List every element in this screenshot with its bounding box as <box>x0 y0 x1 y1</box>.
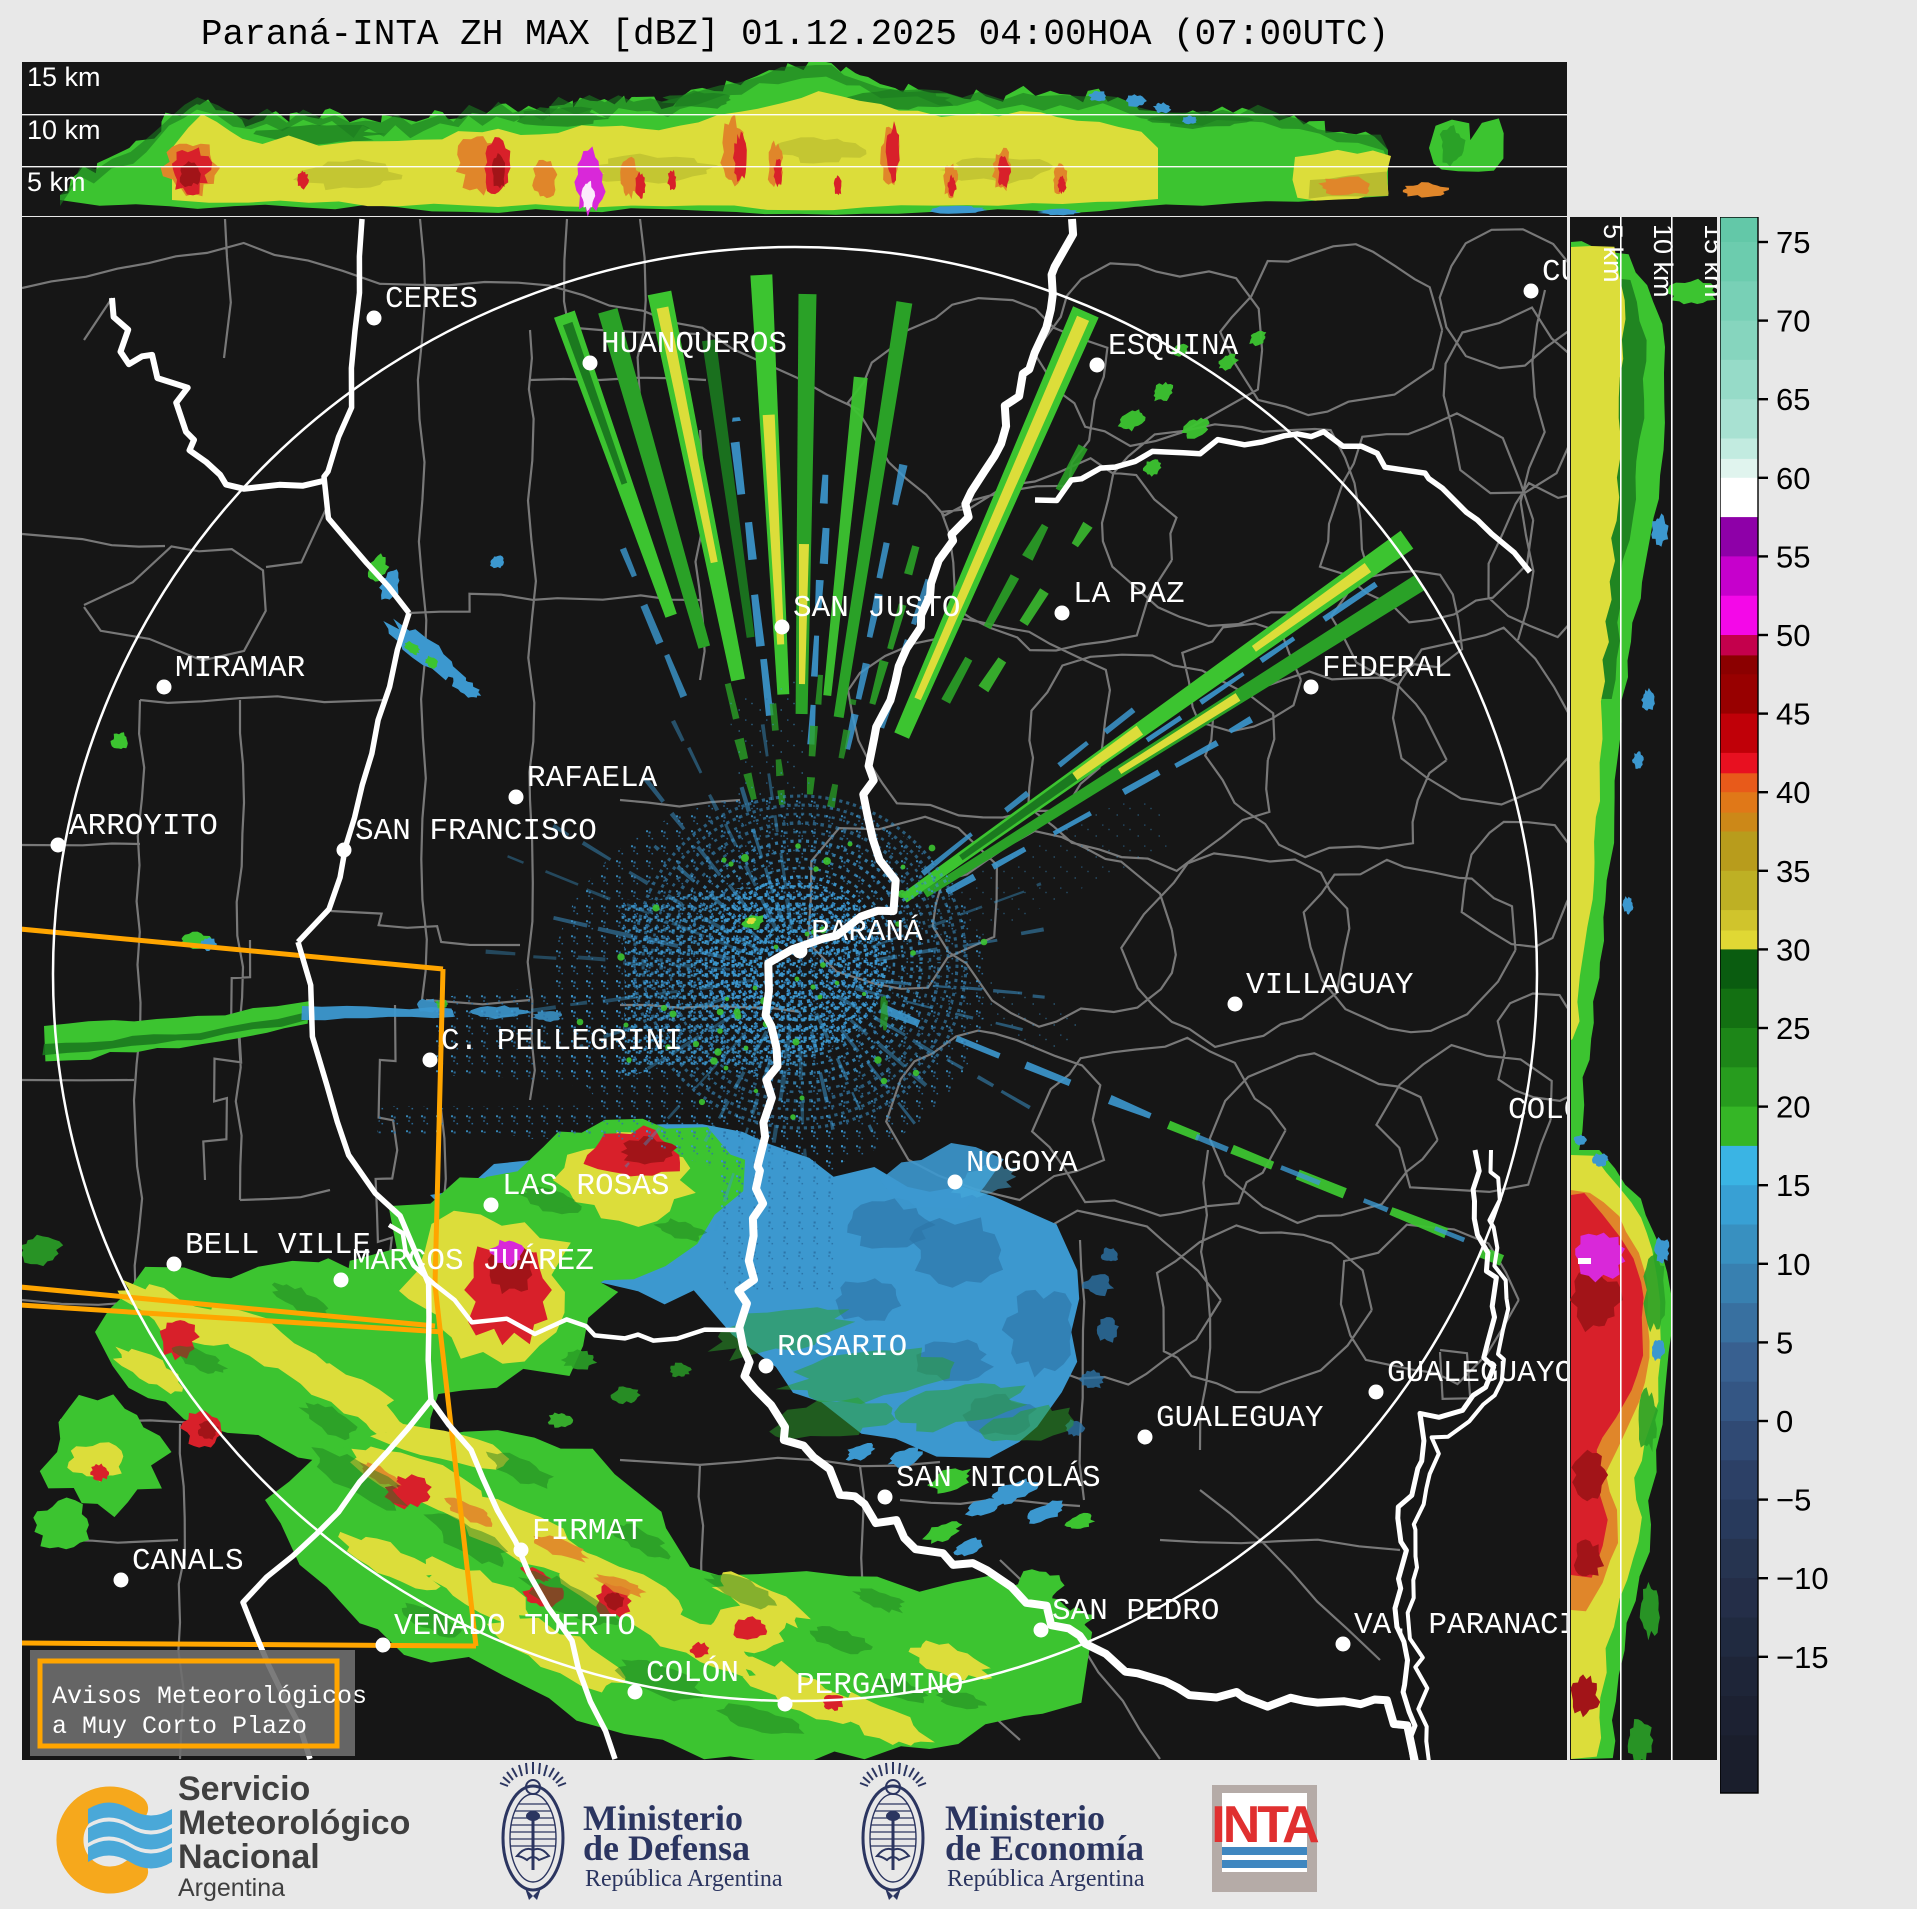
svg-text:SAN JUSTO: SAN JUSTO <box>793 591 960 626</box>
svg-text:75: 75 <box>1776 225 1810 260</box>
svg-text:COLÓN: COLÓN <box>1508 1091 1567 1128</box>
svg-text:5: 5 <box>1776 1325 1793 1360</box>
svg-text:ARROYITO: ARROYITO <box>69 809 218 844</box>
svg-text:45: 45 <box>1776 697 1810 732</box>
svg-text:70: 70 <box>1776 304 1810 339</box>
svg-text:Meteorológico: Meteorológico <box>178 1804 410 1842</box>
svg-text:35: 35 <box>1776 854 1810 889</box>
svg-text:LAS ROSAS: LAS ROSAS <box>502 1169 669 1204</box>
svg-text:GUALEGUAY: GUALEGUAY <box>1156 1401 1324 1436</box>
svg-text:Nacional: Nacional <box>178 1838 320 1876</box>
svg-text:PERGAMINO: PERGAMINO <box>796 1668 963 1703</box>
svg-text:HUANQUEROS: HUANQUEROS <box>601 327 787 362</box>
svg-text:5 km: 5 km <box>1598 224 1628 283</box>
svg-text:55: 55 <box>1776 539 1810 574</box>
svg-text:SAN FRANCISCO: SAN FRANCISCO <box>355 814 597 849</box>
svg-text:INTA: INTA <box>1211 1796 1319 1854</box>
svg-text:Ministerio: Ministerio <box>583 1798 743 1838</box>
svg-text:Argentina: Argentina <box>178 1874 285 1902</box>
svg-text:10: 10 <box>1776 1247 1810 1282</box>
svg-text:de Economía: de Economía <box>945 1828 1144 1868</box>
svg-text:COLÓN: COLÓN <box>646 1654 739 1691</box>
svg-text:CANALS: CANALS <box>132 1544 244 1579</box>
svg-text:RAFAELA: RAFAELA <box>527 761 658 796</box>
svg-text:Avisos Meteorológicos: Avisos Meteorológicos <box>52 1682 367 1711</box>
svg-text:VA. PARANACITO: VA. PARANACITO <box>1354 1608 1567 1643</box>
svg-text:PARANÁ: PARANÁ <box>811 913 923 950</box>
svg-text:SAN PEDRO: SAN PEDRO <box>1052 1594 1219 1629</box>
svg-text:25: 25 <box>1776 1011 1810 1046</box>
svg-text:15: 15 <box>1776 1168 1810 1203</box>
svg-text:20: 20 <box>1776 1090 1810 1125</box>
svg-text:60: 60 <box>1776 461 1810 496</box>
svg-text:ROSARIO: ROSARIO <box>777 1330 907 1365</box>
svg-text:MIRAMAR: MIRAMAR <box>175 651 305 686</box>
svg-text:5 km: 5 km <box>27 167 86 197</box>
svg-text:VILLAGUAY: VILLAGUAY <box>1246 968 1414 1003</box>
svg-text:FEDERAL: FEDERAL <box>1322 651 1452 686</box>
svg-text:15 km: 15 km <box>1699 224 1717 298</box>
svg-text:LA PAZ: LA PAZ <box>1073 577 1185 612</box>
svg-text:Servicio: Servicio <box>178 1770 310 1808</box>
svg-text:SAN NICOLÁS: SAN NICOLÁS <box>896 1459 1101 1496</box>
svg-text:República Argentina: República Argentina <box>585 1866 783 1892</box>
svg-text:MARCOS JUÁREZ: MARCOS JUÁREZ <box>352 1242 594 1279</box>
svg-text:CERES: CERES <box>385 282 478 317</box>
svg-text:−5: −5 <box>1776 1483 1811 1518</box>
svg-text:ESQUINA: ESQUINA <box>1108 329 1239 364</box>
svg-text:GUALEGUAYCHÚ: GUALEGUAYCHÚ <box>1387 1354 1567 1391</box>
svg-text:C. PELLEGRINI: C. PELLEGRINI <box>441 1024 683 1059</box>
svg-text:FIRMAT: FIRMAT <box>532 1514 644 1549</box>
svg-text:VENADO TUERTO: VENADO TUERTO <box>394 1609 636 1644</box>
svg-text:a Muy Corto Plazo: a Muy Corto Plazo <box>52 1712 307 1741</box>
svg-text:Ministerio: Ministerio <box>945 1798 1105 1838</box>
svg-text:50: 50 <box>1776 618 1810 653</box>
svg-text:10 km: 10 km <box>1648 224 1678 298</box>
svg-text:65: 65 <box>1776 382 1810 417</box>
svg-text:−15: −15 <box>1776 1640 1829 1675</box>
svg-text:30: 30 <box>1776 932 1810 967</box>
svg-text:15 km: 15 km <box>27 62 101 92</box>
svg-text:40: 40 <box>1776 775 1810 810</box>
svg-text:República Argentina: República Argentina <box>947 1866 1145 1892</box>
svg-text:de Defensa: de Defensa <box>583 1828 750 1868</box>
svg-text:0: 0 <box>1776 1404 1793 1439</box>
svg-text:CURUZÚ: CURUZÚ <box>1542 253 1567 290</box>
svg-text:BELL VILLE: BELL VILLE <box>185 1228 371 1263</box>
svg-text:NOGOYA: NOGOYA <box>966 1146 1078 1181</box>
svg-text:10 km: 10 km <box>27 115 101 145</box>
svg-text:−10: −10 <box>1776 1561 1829 1596</box>
